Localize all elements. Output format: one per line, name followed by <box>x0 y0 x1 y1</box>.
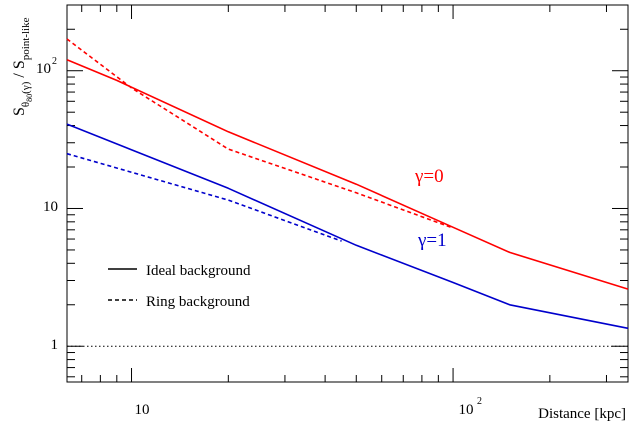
x-axis-label: Distance [kpc] <box>538 406 626 422</box>
y-axis-label: Sθ80(γ) / Spoint-like <box>11 17 34 116</box>
svg-text:10: 10 <box>36 61 51 77</box>
annotation-gamma-1: γ=1 <box>417 230 447 251</box>
legend-label-ideal: Ideal background <box>146 263 251 279</box>
legend-label-ring: Ring background <box>146 294 250 310</box>
svg-text:10: 10 <box>459 402 474 418</box>
series-line-1-dashed <box>66 38 454 229</box>
series-layer <box>66 38 629 347</box>
series-line-2-solid <box>66 123 629 330</box>
legend: Ideal background Ring background <box>108 263 251 310</box>
annotation-gamma-0: γ=0 <box>414 166 444 187</box>
svg-text:Sθ80(γ) / Spoint-like: Sθ80(γ) / Spoint-like <box>11 17 34 116</box>
svg-text:2: 2 <box>52 56 57 67</box>
x-tick-label-100: 10 2 <box>459 396 483 418</box>
major-ticks <box>67 5 628 382</box>
y-tick-label-1: 1 <box>51 337 59 353</box>
minor-ticks <box>67 4 628 382</box>
y-tick-label-100: 10 2 <box>36 56 57 77</box>
x-tick-label-10: 10 <box>135 402 150 418</box>
series-line-3-dashed <box>66 152 342 242</box>
svg-text:2: 2 <box>477 396 482 407</box>
y-tick-label-10: 10 <box>43 199 58 215</box>
plot-frame <box>66 4 629 383</box>
series-line-0-solid <box>66 59 629 290</box>
